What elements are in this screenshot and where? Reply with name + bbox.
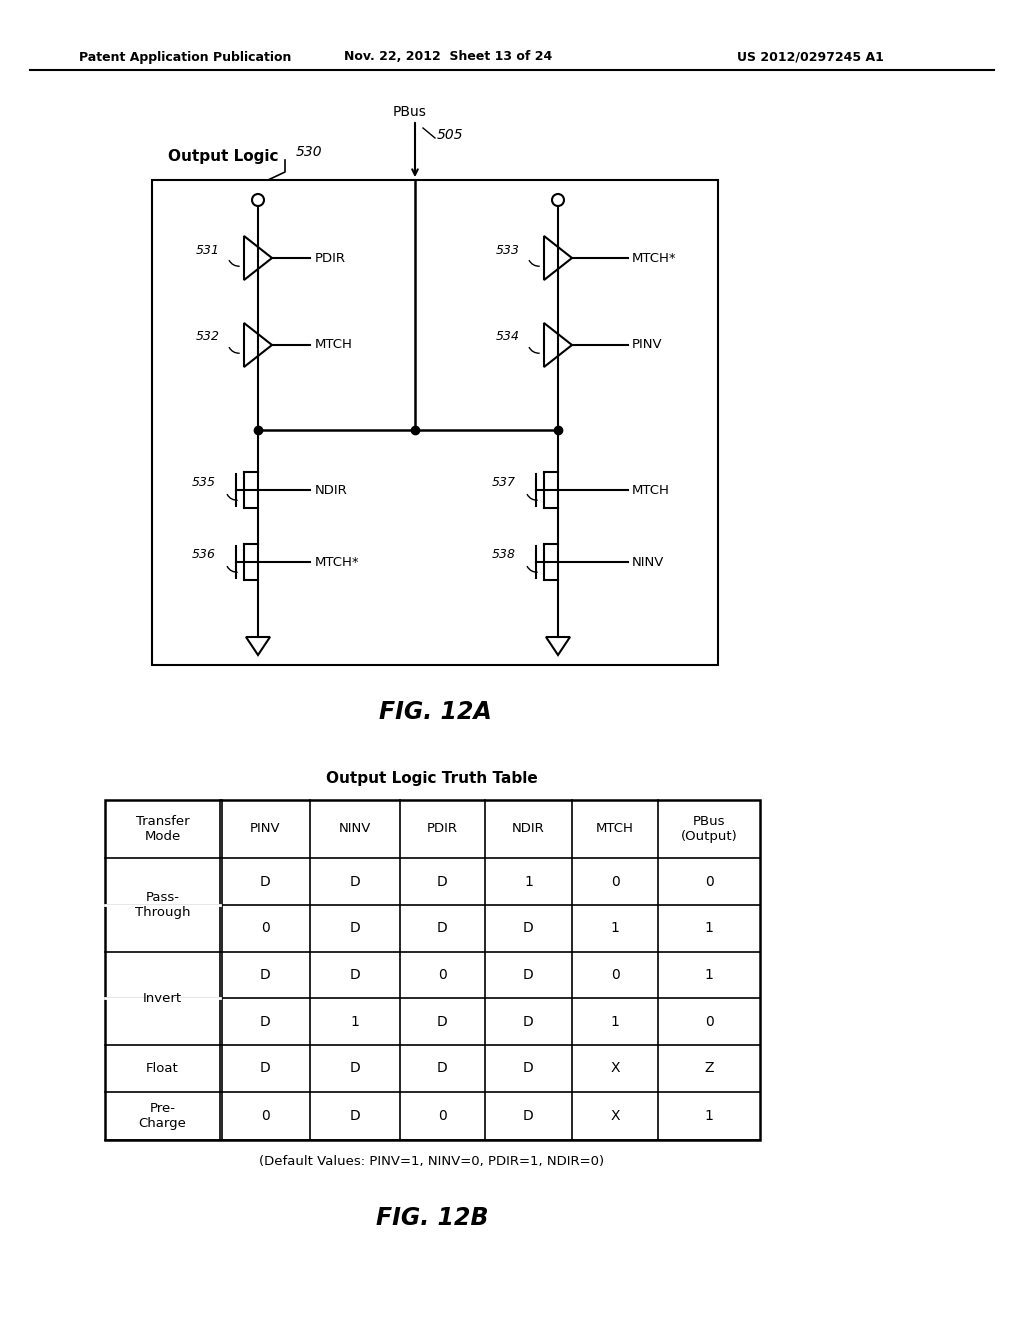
Text: X: X <box>610 1109 620 1123</box>
Text: D: D <box>437 1015 447 1028</box>
Text: PINV: PINV <box>632 338 663 351</box>
Text: 1: 1 <box>705 921 714 936</box>
Text: Output Logic Truth Table: Output Logic Truth Table <box>326 771 538 785</box>
Text: 538: 538 <box>492 548 516 561</box>
Text: 1: 1 <box>610 921 620 936</box>
Text: PINV: PINV <box>250 822 281 836</box>
Text: 530: 530 <box>296 145 323 158</box>
Text: Float: Float <box>146 1063 179 1074</box>
Text: D: D <box>523 921 534 936</box>
Text: D: D <box>260 1015 270 1028</box>
Text: 1: 1 <box>350 1015 359 1028</box>
Text: Invert: Invert <box>143 993 182 1005</box>
Text: FIG. 12B: FIG. 12B <box>376 1206 488 1230</box>
Text: 535: 535 <box>193 475 216 488</box>
Text: D: D <box>349 874 360 888</box>
Text: D: D <box>260 968 270 982</box>
Text: Output Logic: Output Logic <box>168 149 279 164</box>
Text: D: D <box>523 1015 534 1028</box>
Text: D: D <box>523 1109 534 1123</box>
Text: 0: 0 <box>705 874 714 888</box>
Text: MTCH: MTCH <box>632 483 670 496</box>
Text: D: D <box>437 1061 447 1076</box>
Text: D: D <box>523 1061 534 1076</box>
Text: PDIR: PDIR <box>427 822 458 836</box>
Text: 0: 0 <box>261 1109 269 1123</box>
Text: Patent Application Publication: Patent Application Publication <box>79 50 291 63</box>
Text: D: D <box>260 874 270 888</box>
Text: 531: 531 <box>196 243 220 256</box>
Text: 534: 534 <box>496 330 520 343</box>
Text: NINV: NINV <box>632 556 665 569</box>
Text: NDIR: NDIR <box>315 483 348 496</box>
Text: Nov. 22, 2012  Sheet 13 of 24: Nov. 22, 2012 Sheet 13 of 24 <box>344 50 552 63</box>
Text: MTCH: MTCH <box>315 338 353 351</box>
Text: 0: 0 <box>438 968 446 982</box>
Text: Z: Z <box>705 1061 714 1076</box>
Text: 0: 0 <box>261 921 269 936</box>
Text: 0: 0 <box>705 1015 714 1028</box>
Text: X: X <box>610 1061 620 1076</box>
Text: Transfer
Mode: Transfer Mode <box>136 814 189 843</box>
Text: MTCH: MTCH <box>596 822 634 836</box>
Text: D: D <box>437 874 447 888</box>
Text: 0: 0 <box>610 968 620 982</box>
Text: (Default Values: PINV=1, NINV=0, PDIR=1, NDIR=0): (Default Values: PINV=1, NINV=0, PDIR=1,… <box>259 1155 604 1168</box>
Text: MTCH*: MTCH* <box>315 556 359 569</box>
Text: Pre-
Charge: Pre- Charge <box>138 1102 186 1130</box>
Text: D: D <box>349 1061 360 1076</box>
Text: PDIR: PDIR <box>315 252 346 264</box>
Text: D: D <box>523 968 534 982</box>
Text: D: D <box>349 968 360 982</box>
Text: 505: 505 <box>437 128 464 143</box>
Text: D: D <box>349 1109 360 1123</box>
Text: 537: 537 <box>492 475 516 488</box>
Text: PBus
(Output): PBus (Output) <box>681 814 737 843</box>
Text: 1: 1 <box>524 874 532 888</box>
Text: NDIR: NDIR <box>512 822 545 836</box>
Text: US 2012/0297245 A1: US 2012/0297245 A1 <box>736 50 884 63</box>
Text: 0: 0 <box>438 1109 446 1123</box>
Text: D: D <box>437 921 447 936</box>
Bar <box>152 180 718 665</box>
Text: FIG. 12A: FIG. 12A <box>379 700 492 723</box>
Text: Pass-
Through: Pass- Through <box>135 891 190 919</box>
Text: MTCH*: MTCH* <box>632 252 677 264</box>
Text: 532: 532 <box>196 330 220 343</box>
Text: 536: 536 <box>193 548 216 561</box>
Text: 1: 1 <box>610 1015 620 1028</box>
Bar <box>105 800 760 1140</box>
Text: 0: 0 <box>610 874 620 888</box>
Text: D: D <box>349 921 360 936</box>
Text: D: D <box>260 1061 270 1076</box>
Text: 1: 1 <box>705 968 714 982</box>
Text: 1: 1 <box>705 1109 714 1123</box>
Text: PBus: PBus <box>393 106 427 119</box>
Text: 533: 533 <box>496 243 520 256</box>
Text: NINV: NINV <box>339 822 371 836</box>
